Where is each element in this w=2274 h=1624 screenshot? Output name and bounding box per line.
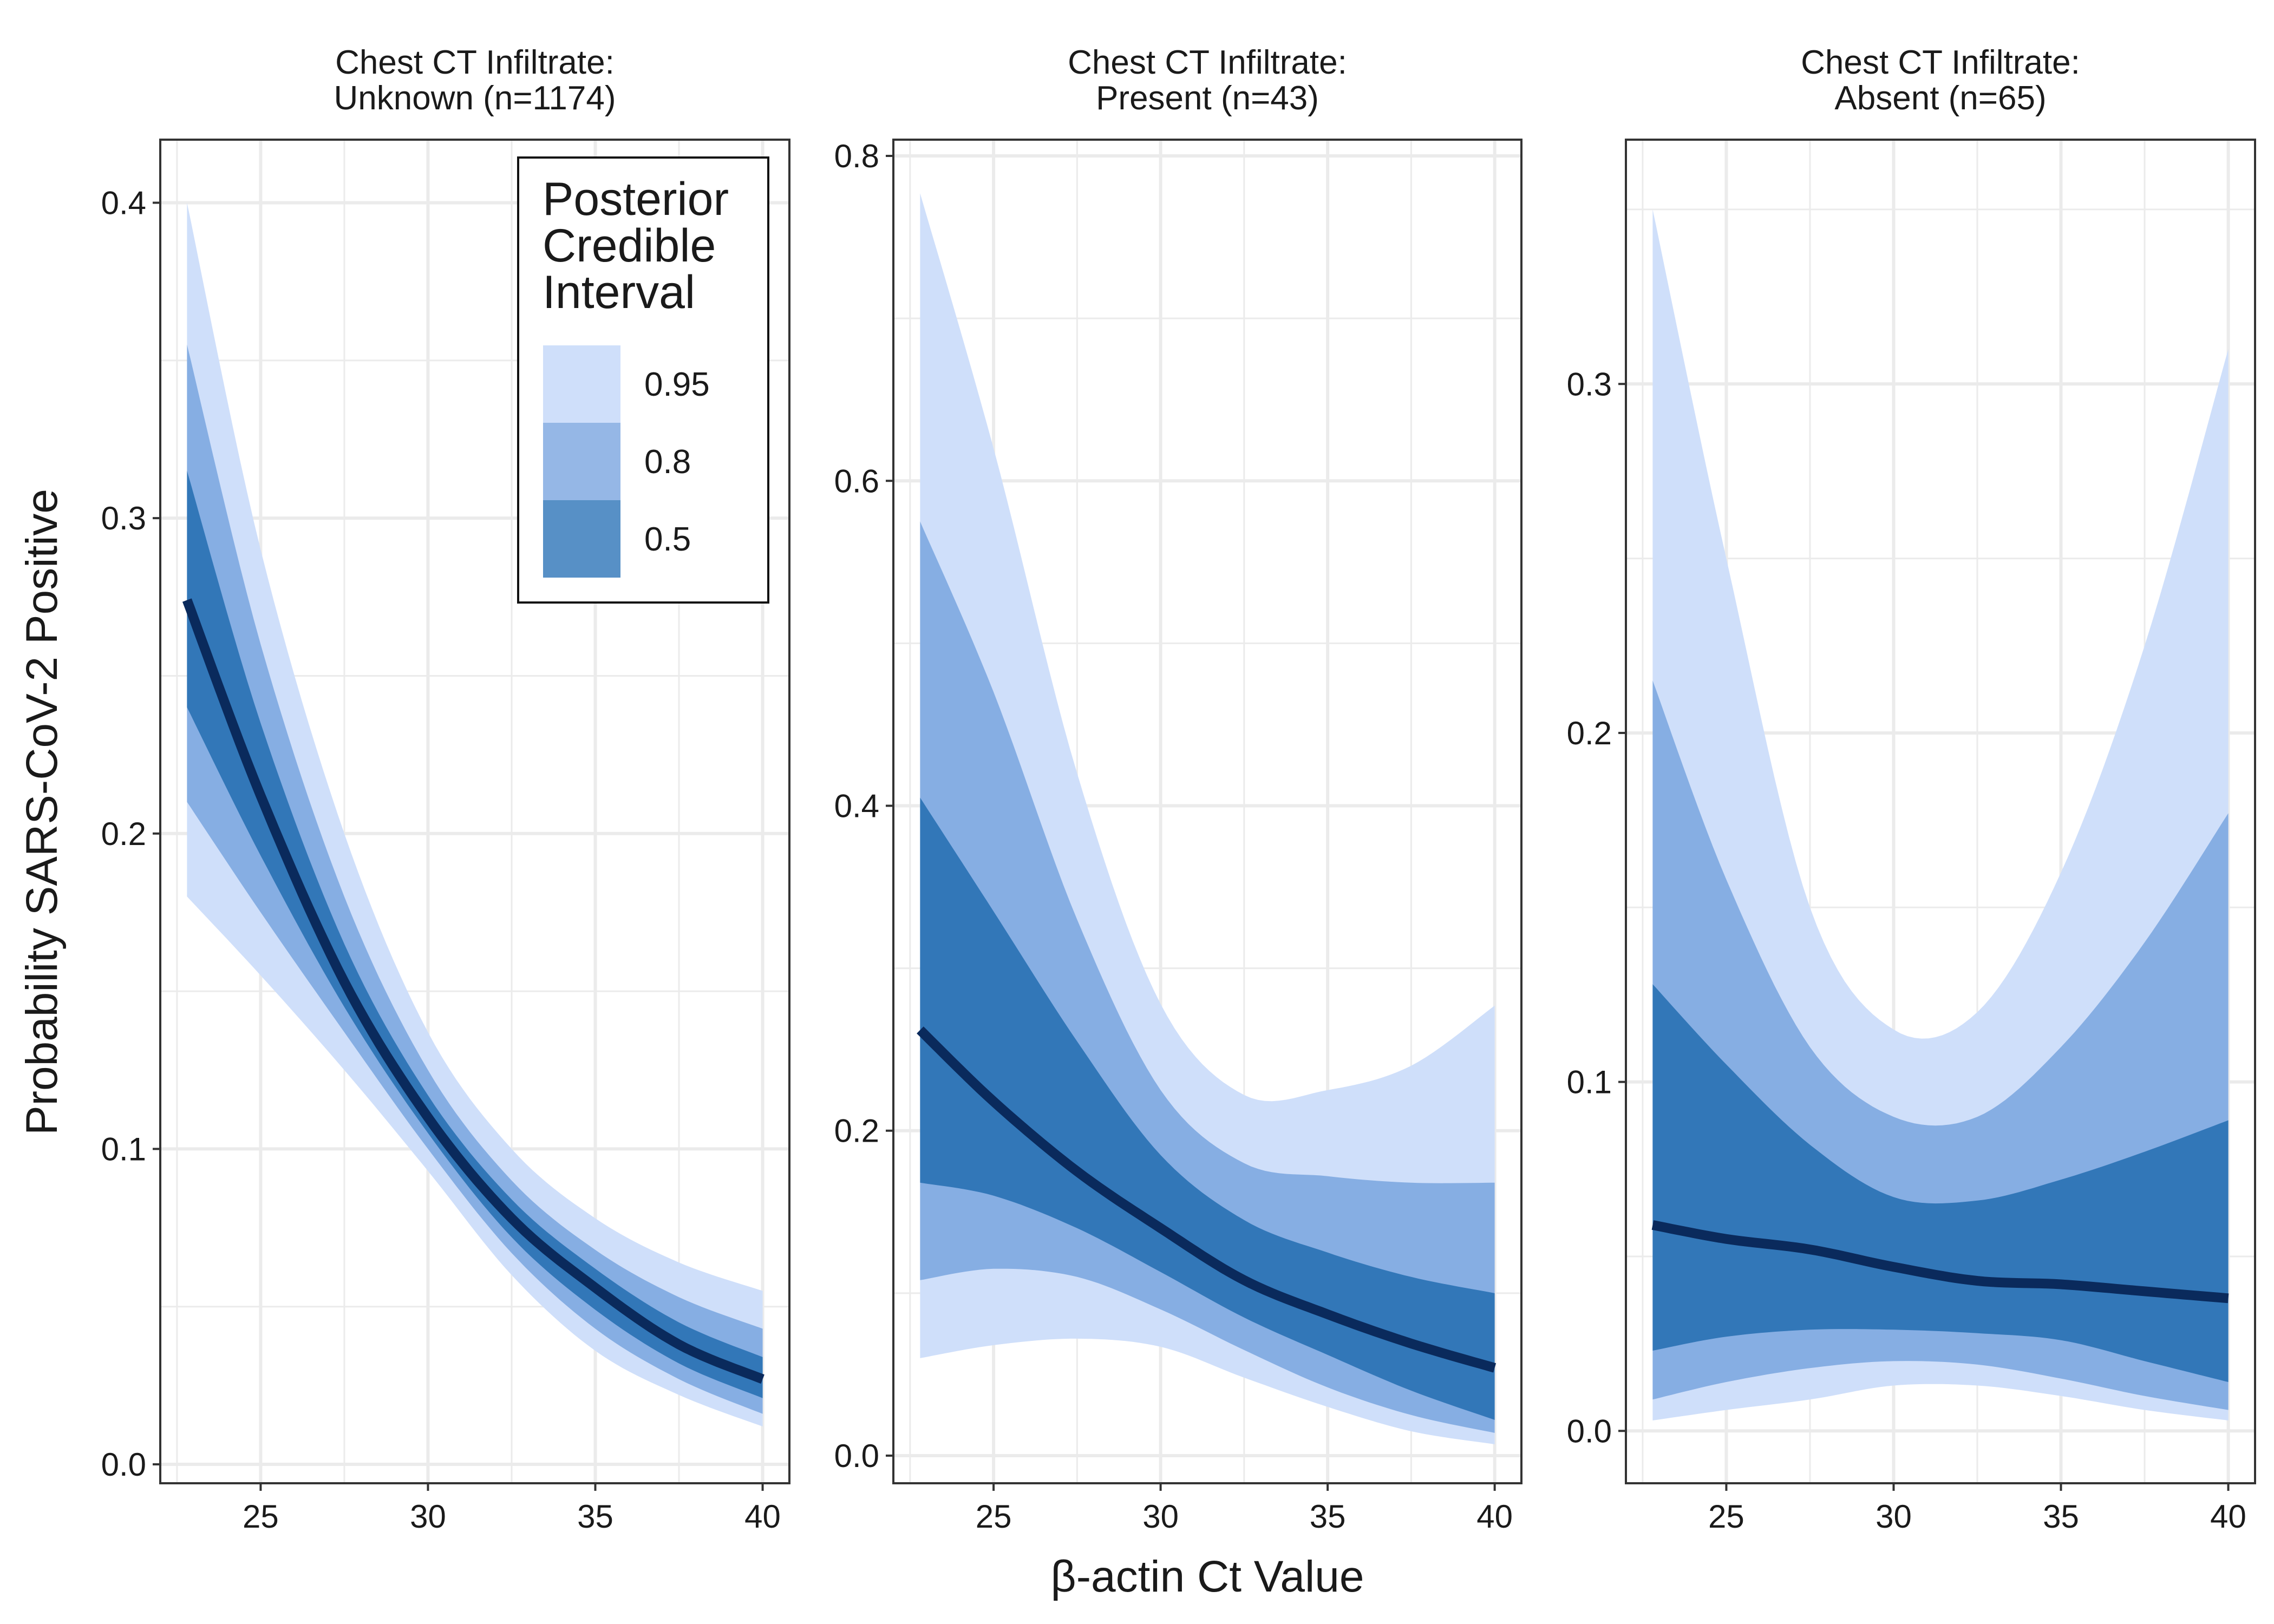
y-axis-title: Probability SARS-CoV-2 Positive (17, 489, 67, 1135)
y-tick-label: 0.2 (101, 816, 146, 852)
panel-title-line: Unknown (n=1174) (334, 80, 616, 117)
band-50 (920, 797, 1495, 1420)
legend-swatch (543, 423, 620, 500)
y-tick-label: 0.4 (101, 185, 146, 221)
x-tick-label: 30 (1142, 1498, 1179, 1535)
y-tick-label: 0.2 (834, 1113, 879, 1149)
y-tick-label: 0.3 (101, 500, 146, 536)
x-tick-label: 40 (2210, 1498, 2246, 1535)
panel-title-line: Absent (n=65) (1834, 80, 2046, 117)
y-tick-label: 0.4 (834, 788, 879, 824)
panel-title-line: Chest CT Infiltrate: (335, 44, 615, 81)
legend-swatch (543, 500, 620, 578)
panel-title-line: Chest CT Infiltrate: (1801, 44, 2080, 81)
y-tick-label: 0.0 (834, 1438, 879, 1474)
panel-border (1625, 139, 2256, 1484)
x-tick-label: 40 (1476, 1498, 1513, 1535)
legend-title-line: Credible (543, 220, 716, 272)
legend-title-line: Interval (543, 266, 695, 318)
y-tick-label: 0.8 (834, 138, 879, 174)
legend-label: 0.8 (644, 443, 691, 481)
y-tick-label: 0.1 (101, 1131, 146, 1167)
median-line (1651, 1220, 2230, 1304)
legend-title-line: Posterior (543, 173, 729, 225)
y-tick-label: 0.3 (1567, 366, 1612, 402)
y-tick-label: 0.6 (834, 463, 879, 499)
x-tick-label: 40 (744, 1498, 781, 1535)
x-tick-label: 30 (410, 1498, 446, 1535)
x-tick-label: 35 (2043, 1498, 2079, 1535)
y-tick-label: 0.0 (101, 1446, 146, 1483)
legend-label: 0.5 (644, 521, 691, 558)
y-tick-label: 0.1 (1567, 1064, 1612, 1101)
panel-title-line: Present (n=43) (1096, 80, 1319, 117)
x-tick-label: 30 (1876, 1498, 1912, 1535)
x-tick-label: 35 (577, 1498, 613, 1535)
x-tick-label: 35 (1310, 1498, 1346, 1535)
legend-label: 0.95 (644, 366, 710, 403)
panel-border (892, 139, 1522, 1484)
median-line (917, 1026, 1497, 1373)
panel-3: 25 30 35 40 0.0 0.1 0.2 0.3 Chest CT Infiltrate:… (1567, 44, 2256, 1535)
median-line (182, 598, 764, 1384)
x-tick-label: 25 (976, 1498, 1012, 1535)
panels: 25 30 35 40 0.0 0.1 0.2 0.3 0.4 Chest CT Infiltra… (101, 44, 2256, 1535)
panel-title-line: Chest CT Infiltrate: (1068, 44, 1347, 81)
legend-swatch (543, 345, 620, 423)
y-tick-label: 0.0 (1567, 1413, 1612, 1449)
x-tick-label: 25 (243, 1498, 279, 1535)
y-tick-label: 0.2 (1567, 715, 1612, 751)
panel-border (159, 139, 790, 1484)
x-axis-title: β-actin Ct Value (1051, 1552, 1364, 1601)
panel-1: 25 30 35 40 0.0 0.1 0.2 0.3 0.4 Chest CT Infiltra… (101, 44, 790, 1535)
x-tick-label: 25 (1708, 1498, 1744, 1535)
panel-2: 25 30 35 40 0.0 0.2 0.4 0.6 0.8 Chest CT Infiltra… (834, 44, 1522, 1535)
